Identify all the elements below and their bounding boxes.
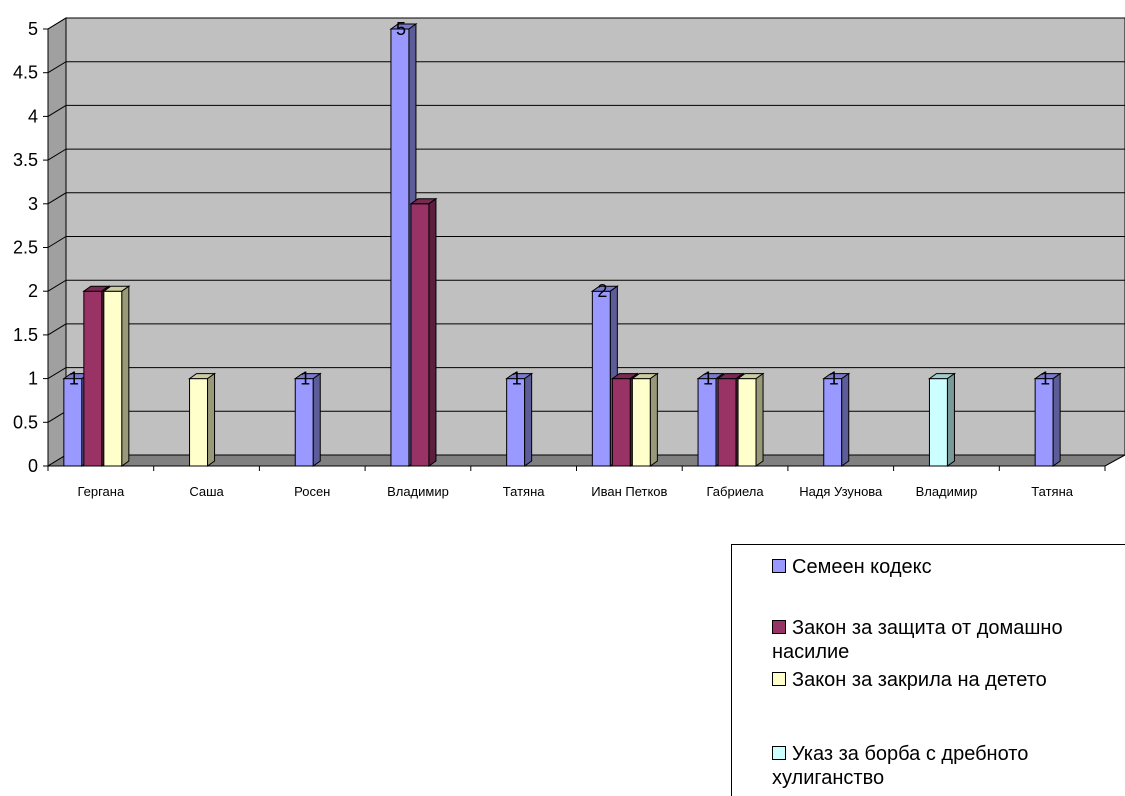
bar-side <box>841 372 850 467</box>
y-tick-label: 4 <box>28 106 38 126</box>
gridline <box>47 17 1125 30</box>
gridline <box>47 192 1125 205</box>
y-tick-label: 1.5 <box>13 325 38 345</box>
bar-front <box>823 378 843 467</box>
data-label: 2 <box>597 281 607 301</box>
data-label: 5 <box>396 19 406 39</box>
legend-swatch <box>772 559 786 573</box>
y-tick-label: 4.5 <box>13 63 38 83</box>
bar-0-2 <box>102 285 131 467</box>
bar-front <box>294 378 314 467</box>
bar-side <box>1052 372 1061 467</box>
legend-item-semeen-kodeks: Семеен кодекс <box>772 555 1112 579</box>
bar-front <box>103 290 123 467</box>
bar-front <box>611 378 631 467</box>
bar-front <box>506 378 526 467</box>
y-tick-label: 3.5 <box>13 150 38 170</box>
data-label: 1 <box>69 369 79 389</box>
bar-side <box>121 285 130 467</box>
bar-front <box>63 378 83 467</box>
y-tick-label: 0 <box>28 456 38 476</box>
bar-2-0 <box>293 372 322 467</box>
y-tick-label: 2 <box>28 281 38 301</box>
bar-front <box>591 290 611 467</box>
bar-7-0 <box>822 372 851 467</box>
y-tick-label: 3 <box>28 194 38 214</box>
bar-side <box>649 372 658 467</box>
bar-front <box>390 28 410 467</box>
legend-item-zakon-domashno-nasilie: Закон за защита от домашно насилие <box>772 616 1112 664</box>
data-label: 1 <box>703 369 713 389</box>
bar-front <box>1034 378 1054 467</box>
bar-side <box>946 372 955 467</box>
x-category-label: Габриела <box>707 484 765 499</box>
bar-front <box>928 378 948 467</box>
bar-front <box>189 378 209 467</box>
bar-front <box>83 290 103 467</box>
data-label: 1 <box>1040 369 1050 389</box>
bar-6-2 <box>736 372 765 467</box>
bar-side <box>207 372 216 467</box>
x-category-label: Надя Узунова <box>799 484 883 499</box>
bar-front <box>631 378 651 467</box>
x-category-label: Гергана <box>77 484 124 499</box>
y-tick-label: 5 <box>28 19 38 39</box>
bar-3-1 <box>409 197 438 467</box>
y-tick-label: 2.5 <box>13 238 38 258</box>
gridline <box>47 61 1125 74</box>
gridline <box>47 236 1125 248</box>
legend-label: Семеен кодекс <box>792 556 932 578</box>
legend-label: Указ за борба с дребното хулиганство <box>772 743 1029 789</box>
bar-1-2 <box>187 372 217 467</box>
bar-side <box>755 372 764 467</box>
gridline <box>47 323 1125 336</box>
y-tick-label: 0.5 <box>13 412 38 432</box>
y-tick-label: 1 <box>28 369 38 389</box>
x-category-label: Саша <box>189 484 224 499</box>
bar-side <box>524 372 533 467</box>
bar-front <box>717 378 737 467</box>
bar-chart: 0 0.5 1 1.5 2 2.5 3 3.5 4 4.5 5 1 1 5 1 2 1 1 1 Гергана Са… <box>13 17 1125 499</box>
bar-front <box>697 378 717 467</box>
legend-swatch <box>772 672 786 686</box>
gridline <box>47 104 1125 117</box>
bar-8-3 <box>927 372 957 467</box>
bar-side <box>428 197 437 467</box>
bar-front <box>737 378 757 467</box>
legend-label: Закон за защита от домашно насилие <box>772 617 1063 663</box>
bar-front <box>410 203 430 467</box>
gridline <box>47 367 1125 380</box>
legend-swatch <box>772 746 786 760</box>
gridline <box>47 148 1125 161</box>
x-category-label: Татяна <box>1031 484 1073 499</box>
legend-item-zakon-zakrila-detето: Закон за закрила на детето <box>772 668 1112 692</box>
legend-label: Закон за закрила на детето <box>792 669 1047 691</box>
legend-item-ukaz-huliganstvo: Указ за борба с дребното хулиганство <box>772 742 1112 790</box>
data-label: 1 <box>829 369 839 389</box>
x-category-label: Владимир <box>387 484 449 499</box>
bar-4-0 <box>505 372 534 467</box>
data-label: 1 <box>512 369 522 389</box>
bar-side <box>312 372 321 467</box>
bar-9-0 <box>1033 372 1062 467</box>
legend-swatch <box>772 620 786 634</box>
bar-5-2 <box>630 372 659 467</box>
x-category-label: Иван Петков <box>591 484 667 499</box>
x-category-label: Владимир <box>916 484 978 499</box>
x-category-label: Росен <box>294 484 330 499</box>
chart-legend: Семеен кодекс Закон за защита от домашно… <box>731 544 1125 796</box>
x-category-label: Татяна <box>503 484 545 499</box>
gridline <box>47 279 1125 292</box>
data-label: 1 <box>300 369 310 389</box>
